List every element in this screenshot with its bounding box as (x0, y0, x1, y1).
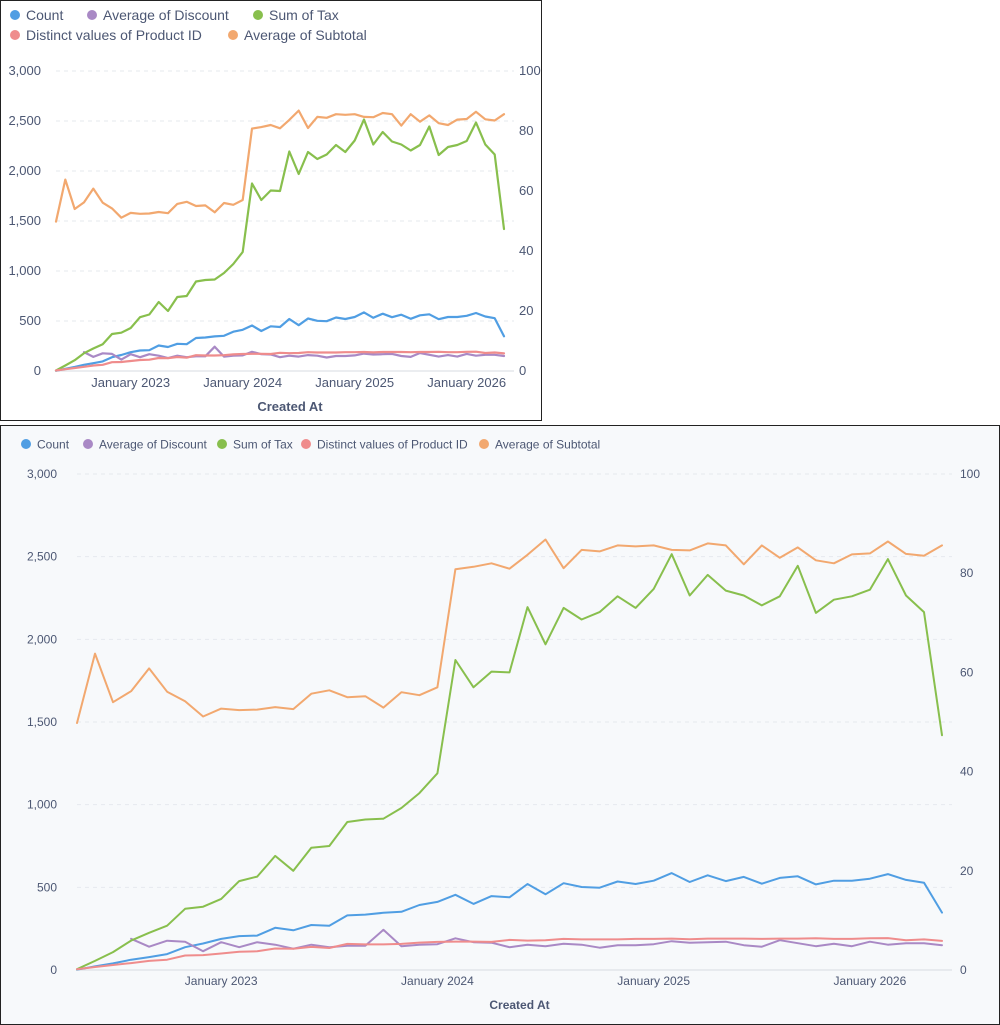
chart-panel-large: 0 500 1,000 1,500 2,000 2,500 3,000 0 20 40 60 80 10… (0, 425, 1000, 1025)
y-left-tick-label: 0 (34, 363, 41, 378)
y-left-tick-label: 3,000 (8, 63, 41, 78)
legend-dot-icon (301, 439, 311, 449)
legend-dot-icon (10, 10, 20, 20)
y-left-tick-label: 500 (19, 313, 41, 328)
y-left-tick-label: 2,500 (27, 550, 57, 564)
x-tick-label: January 2024 (203, 375, 282, 390)
y-left-tick-label: 1,500 (27, 715, 57, 729)
legend-item-sum-of-tax: Sum of Tax (217, 437, 293, 451)
y-right-tick-label: 20 (960, 864, 974, 878)
legend-dot-icon (217, 439, 227, 449)
y-left-tick-label: 2,000 (8, 163, 41, 178)
y-left-tick-label: 1,500 (8, 213, 41, 228)
y-right-tick-label: 100 (960, 467, 980, 481)
legend-item-average-of-discount: Average of Discount (83, 437, 208, 451)
y-right-tick-label: 80 (960, 566, 974, 580)
legend-label: Count (26, 7, 63, 23)
series-line-average-of-discount (130, 928, 943, 953)
y-left-tick-label: 1,000 (8, 263, 41, 278)
series-line-count (54, 311, 506, 372)
y-left-tick-label: 0 (50, 963, 57, 977)
legend-dot-icon (83, 439, 93, 449)
x-axis-title: Created At (257, 399, 323, 414)
x-tick-label: January 2024 (401, 974, 474, 988)
y-right-tick-label: 100 (519, 63, 541, 78)
y-right-tick-label: 80 (519, 123, 533, 138)
legend-label: Sum of Tax (233, 437, 293, 451)
legend-item-sum-of-tax: Sum of Tax (253, 7, 339, 23)
legend-dot-icon (87, 10, 97, 20)
legend-item-distinct-values-of-product-id: Distinct values of Product ID (10, 27, 202, 43)
y-left-tick-label: 2,500 (8, 113, 41, 128)
series-line-distinct-values-of-product-id (54, 350, 506, 372)
legend-label: Sum of Tax (269, 7, 339, 23)
legend-item-count: Count (21, 437, 70, 451)
x-axis-title: Created At (489, 998, 549, 1012)
legend-label: Distinct values of Product ID (317, 437, 468, 451)
legend-label: Average of Discount (99, 437, 208, 451)
legend-label: Distinct values of Product ID (26, 27, 202, 43)
x-tick-label: January 2023 (91, 375, 170, 390)
x-tick-label: January 2025 (315, 375, 394, 390)
series-line-sum-of-tax (54, 118, 506, 372)
legend-item-distinct-values-of-product-id: Distinct values of Product ID (301, 437, 468, 451)
line-chart-2: 0 500 1,000 1,500 2,000 2,500 3,000 0 20 40 60 80 10… (21, 437, 980, 1012)
legend-dot-icon (21, 439, 31, 449)
series-line-count (76, 872, 943, 971)
legend-dot-icon (479, 439, 489, 449)
legend-dot-icon (10, 30, 20, 40)
x-tick-label: January 2023 (185, 974, 258, 988)
series-line-average-of-subtotal (76, 538, 943, 724)
x-tick-label: January 2026 (427, 375, 506, 390)
y-right-tick-label: 0 (960, 963, 967, 977)
y-right-tick-label: 0 (519, 363, 526, 378)
x-tick-label: January 2025 (617, 974, 690, 988)
legend-item-average-of-discount: Average of Discount (87, 7, 229, 23)
series-line-average-of-subtotal (54, 109, 506, 223)
series-line-average-of-discount (82, 345, 506, 361)
y-left-tick-label: 2,000 (27, 632, 57, 646)
legend-dot-icon (228, 30, 238, 40)
legend-item-average-of-subtotal: Average of Subtotal (228, 27, 367, 43)
y-left-tick-label: 500 (37, 880, 57, 894)
legend-label: Average of Subtotal (244, 27, 367, 43)
line-chart-1: 0 500 1,000 1,500 2,000 2,500 3,000 0 20 40 60 80 10… (8, 7, 541, 414)
y-left-tick-label: 1,000 (27, 798, 57, 812)
series-line-sum-of-tax (76, 553, 943, 971)
legend-label: Count (37, 437, 70, 451)
y-right-tick-label: 40 (960, 765, 974, 779)
legend-item-average-of-subtotal: Average of Subtotal (479, 437, 600, 451)
legend-item-count: Count (10, 7, 63, 23)
y-right-tick-label: 60 (960, 665, 974, 679)
series-line-distinct-values-of-product-id (76, 937, 943, 971)
chart-panel-small: 0 500 1,000 1,500 2,000 2,500 3,000 0 20 40 60 80 10… (0, 0, 542, 421)
legend-label: Average of Discount (103, 7, 229, 23)
y-left-tick-label: 3,000 (27, 467, 57, 481)
legend-dot-icon (253, 10, 263, 20)
y-right-tick-label: 20 (519, 303, 533, 318)
y-right-tick-label: 40 (519, 243, 533, 258)
y-right-tick-label: 60 (519, 183, 533, 198)
legend-label: Average of Subtotal (495, 437, 600, 451)
x-tick-label: January 2026 (834, 974, 907, 988)
